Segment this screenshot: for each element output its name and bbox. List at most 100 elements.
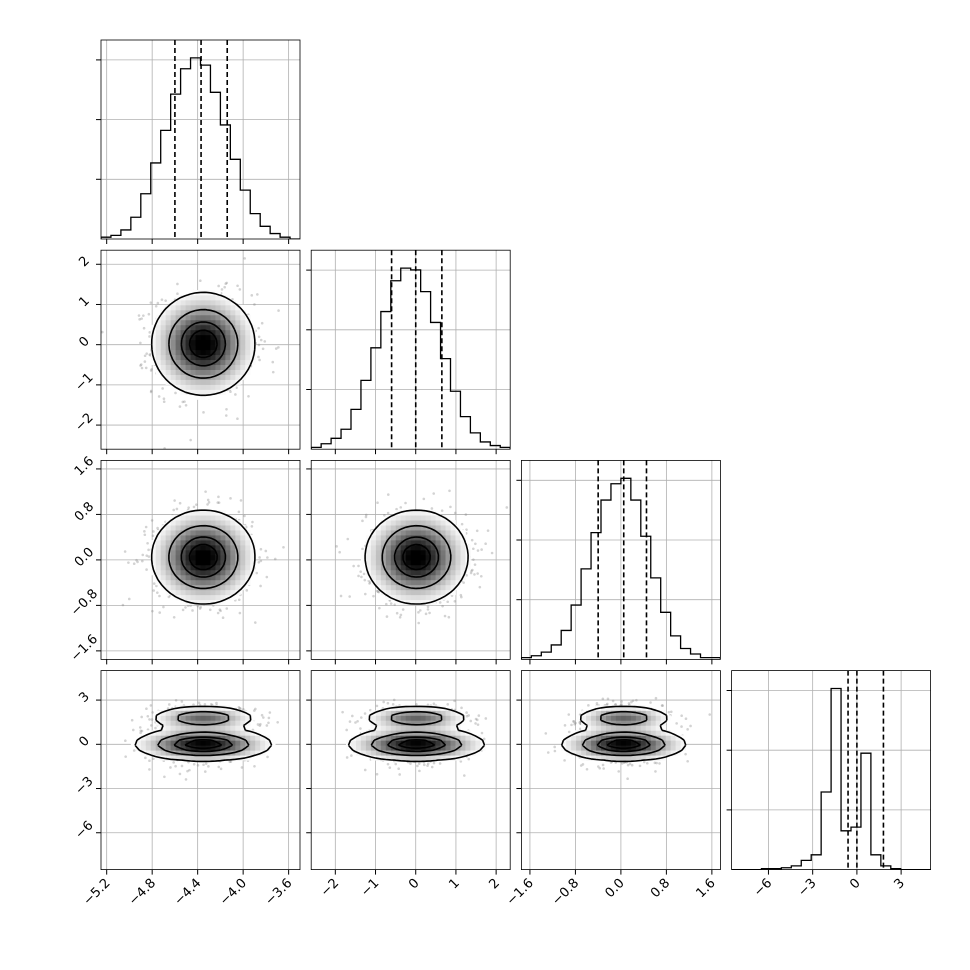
scatter-point (415, 702, 418, 706)
scatter-point (169, 766, 172, 769)
density-cell (440, 589, 446, 596)
density-cell (440, 710, 446, 716)
density-cell (655, 720, 662, 726)
density-cell (400, 705, 407, 711)
density-cell (190, 520, 196, 526)
density-cell (195, 594, 201, 601)
density-cell (265, 740, 271, 746)
density-cell (160, 319, 167, 326)
scatter-point (197, 701, 201, 705)
density-cell (220, 594, 226, 601)
density-cell (205, 725, 211, 731)
density-cell (210, 540, 216, 546)
density-cell (155, 745, 162, 751)
density-cell (200, 344, 206, 351)
density-cell (415, 554, 422, 561)
density-cell (170, 589, 177, 596)
scatter-point (135, 558, 138, 562)
density-cell (410, 549, 417, 556)
density-cell (180, 379, 186, 385)
density-cell (240, 309, 246, 316)
density-cell (655, 715, 662, 721)
density-cell (435, 740, 441, 746)
density-cell (375, 750, 382, 756)
scatter-point (206, 498, 210, 502)
density-cell (135, 740, 142, 746)
joint-density (124, 698, 279, 781)
density-cell (586, 730, 592, 736)
density-cell (415, 540, 422, 546)
scatter-point (238, 706, 241, 710)
density-cell (170, 384, 177, 390)
scatter-point (196, 604, 200, 608)
density-cell (605, 745, 612, 751)
density-cell (235, 710, 241, 716)
density-cell (155, 579, 162, 586)
density-cell (205, 540, 211, 546)
density-cell (455, 584, 461, 591)
contour-level-1 (168, 308, 239, 379)
scatter-point (606, 702, 609, 706)
density-cell (445, 745, 451, 751)
density-cell (185, 344, 191, 351)
density-cell (155, 329, 162, 336)
density-cell (455, 564, 461, 571)
density-cell (385, 755, 392, 761)
density-cell (370, 549, 377, 556)
density-cell (445, 730, 451, 736)
density-cell (195, 369, 201, 375)
density-cell (180, 299, 186, 306)
density-cell (395, 599, 402, 606)
density-cell (180, 319, 186, 326)
density-cell (410, 589, 417, 596)
scatter-point (127, 561, 130, 564)
density-cell (170, 344, 177, 351)
density-cell (380, 755, 387, 761)
density-cell (160, 530, 167, 536)
scatter-point (146, 714, 150, 718)
density-cell (625, 725, 632, 731)
density-cell (190, 579, 196, 586)
density-cell (370, 535, 377, 541)
density-cell (225, 339, 231, 346)
scatter-point (553, 745, 556, 749)
density-cell (385, 594, 392, 601)
density-cell (576, 750, 582, 756)
scatter-point (148, 335, 151, 338)
density-cell (215, 359, 221, 366)
density-cell (440, 584, 446, 591)
density-cell (240, 324, 246, 331)
x-tick-label: −4.8 (126, 876, 159, 909)
density-cell (260, 745, 266, 751)
scatter-point (273, 557, 277, 561)
density-cell (405, 535, 412, 541)
density-cell (185, 750, 191, 756)
density-cell (390, 735, 397, 741)
density-cell (445, 755, 451, 761)
density-cell (160, 564, 167, 571)
density-cell (380, 554, 387, 561)
density-cell (175, 720, 181, 726)
scatter-point (258, 556, 261, 559)
density-cell (200, 359, 206, 366)
density-cell (395, 584, 402, 591)
density-cell (160, 745, 167, 751)
density-cell (220, 339, 226, 346)
scatter-point (708, 713, 712, 716)
density-cell (160, 740, 167, 746)
density-cell (625, 715, 632, 721)
density-cell (210, 515, 216, 521)
density-cell (230, 549, 236, 556)
density-cell (365, 745, 372, 751)
density-cell (430, 594, 436, 601)
density-cell (435, 510, 441, 516)
density-cell (190, 329, 196, 336)
density-cell (415, 564, 422, 571)
scatter-point (372, 594, 375, 598)
scatter-point (620, 700, 623, 703)
density-cell (155, 715, 162, 721)
density-cell (385, 540, 392, 546)
density-cell (410, 540, 417, 546)
scatter-point (150, 519, 154, 522)
density-cell (465, 740, 471, 746)
